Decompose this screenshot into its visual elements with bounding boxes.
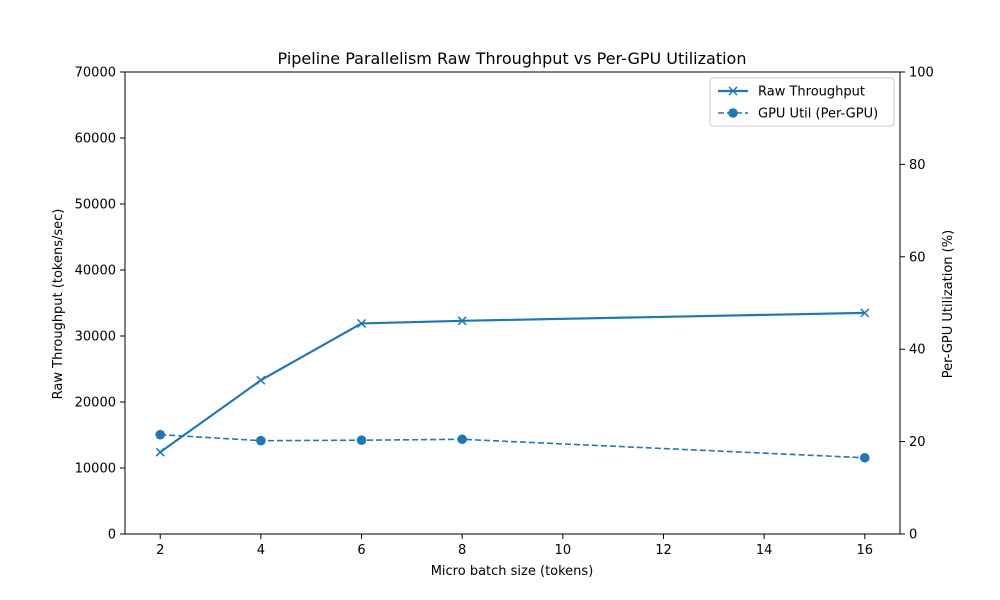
series-0-point-1-stroke-b xyxy=(256,375,266,385)
series-0-point-3-stroke-b xyxy=(457,316,467,326)
series-1-point-2 xyxy=(356,435,367,446)
y2-tick-label: 0 xyxy=(909,528,917,543)
series-0-point-0-stroke-b xyxy=(155,447,165,457)
plot-frame xyxy=(124,71,901,535)
y-tick-label: 20000 xyxy=(75,396,116,411)
series-0-point-0 xyxy=(155,447,165,457)
x-tick-label: 16 xyxy=(856,543,873,558)
series-1-point-1 xyxy=(256,435,266,446)
y-tick-label: 0 xyxy=(108,528,116,543)
legend-marker-0-stroke-b xyxy=(728,86,738,96)
x-tick-label: 8 xyxy=(458,543,466,558)
legend: Raw Throughput GPU Util (Per-GPU) xyxy=(709,77,895,127)
x-tick-label: 12 xyxy=(655,543,672,558)
x-tick-label: 10 xyxy=(555,543,572,558)
y2-tick-label: 100 xyxy=(909,66,934,81)
y-tick-label: 10000 xyxy=(75,462,116,477)
legend-marker-1 xyxy=(728,108,738,118)
series-1-point-3 xyxy=(457,434,467,445)
x-tick-label: 2 xyxy=(156,543,164,558)
y2-tick-label: 60 xyxy=(909,250,926,265)
plot-area: 2 4 6 8 10 12 14 16 0 10000 20000 30000 40000 50000 60… xyxy=(75,66,934,559)
legend-box xyxy=(709,77,895,127)
series-0-point-2 xyxy=(356,318,367,328)
legend-label-0: Raw Throughput xyxy=(758,85,865,100)
y-axis-title: Raw Throughput (tokens/sec) xyxy=(51,209,66,400)
y2-tick-label: 40 xyxy=(909,343,926,358)
series-0-point-1 xyxy=(256,375,266,385)
y-tick-label: 70000 xyxy=(75,66,116,81)
series-0-point-4 xyxy=(860,308,870,318)
legend-marker-0 xyxy=(728,86,738,96)
series-0-point-2-stroke-b xyxy=(356,318,367,328)
y2-tick-label: 20 xyxy=(909,435,926,450)
x-tick-label: 4 xyxy=(257,543,265,558)
y2-tick-label: 80 xyxy=(909,158,926,173)
legend-label-1: GPU Util (Per-GPU) xyxy=(758,107,878,122)
y-tick-label: 60000 xyxy=(75,132,116,147)
x-axis-title: Micro batch size (tokens) xyxy=(431,564,594,579)
chart-title: Pipeline Parallelism Raw Throughput vs P… xyxy=(278,49,747,68)
y2-axis-title: Per-GPU Utilization (%) xyxy=(941,230,956,378)
series-1-point-4 xyxy=(859,452,870,463)
x-tick-label: 14 xyxy=(756,543,773,558)
series-0-point-4-stroke-b xyxy=(860,308,870,318)
series-0-point-3 xyxy=(457,316,467,326)
x-tick-label: 6 xyxy=(357,543,365,558)
y-tick-label: 30000 xyxy=(75,330,116,345)
y-tick-label: 40000 xyxy=(75,264,116,279)
series-1-point-0 xyxy=(155,429,166,440)
y-tick-label: 50000 xyxy=(75,198,116,213)
